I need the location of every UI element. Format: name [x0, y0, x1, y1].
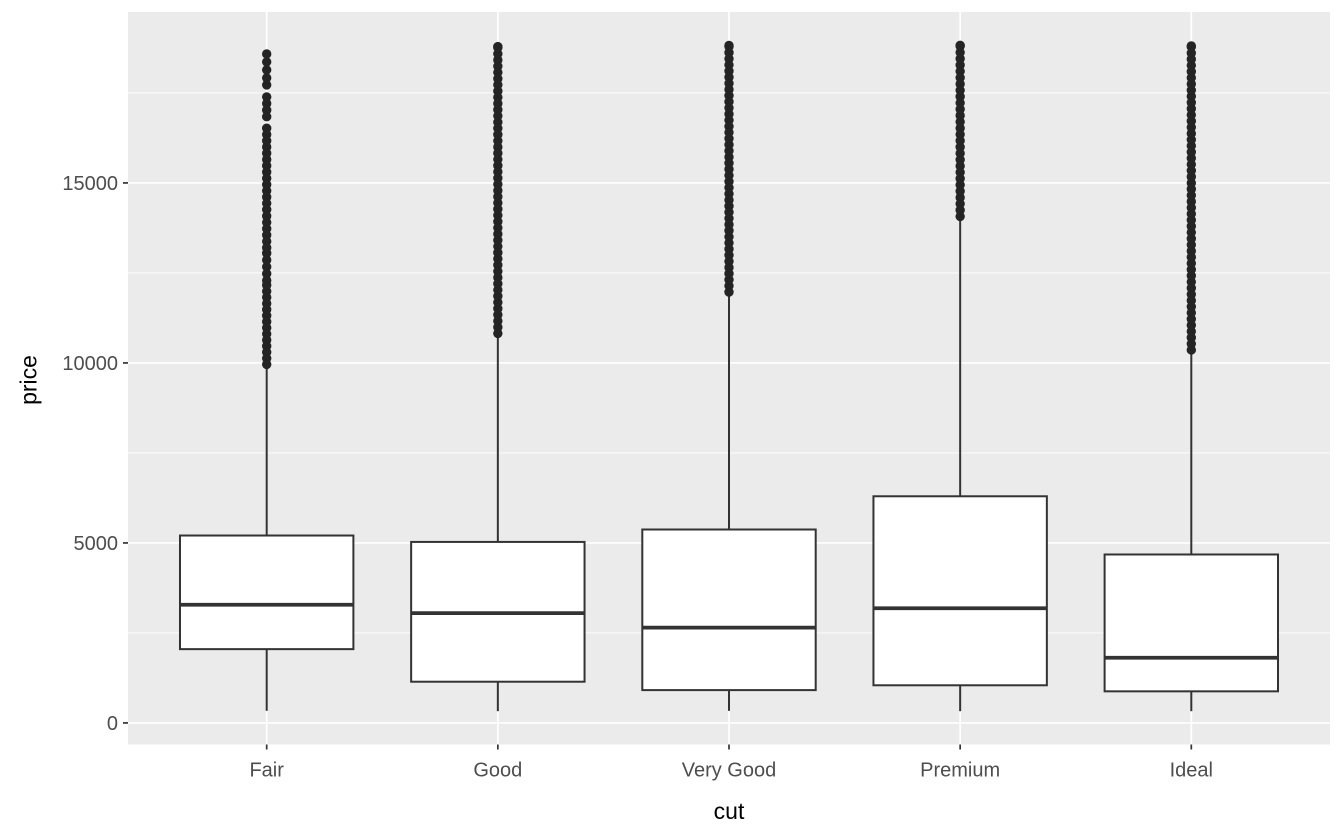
x-tick-label: Very Good — [682, 760, 777, 782]
box — [641, 528, 817, 692]
outlier-dot — [261, 80, 272, 90]
outlier-dot — [261, 275, 272, 286]
y-tick-label: 15000 — [62, 173, 118, 195]
outlier-dot — [261, 255, 272, 265]
outlier-dot — [261, 243, 272, 253]
outlier-dot — [493, 328, 503, 339]
outlier-dot — [724, 287, 734, 297]
outlier-dot — [261, 65, 272, 75]
outlier-dot — [261, 92, 272, 102]
outlier-dot — [261, 57, 272, 67]
box — [1103, 553, 1280, 693]
outlier-dot — [955, 40, 965, 51]
y-axis-title: price — [15, 355, 42, 405]
outlier-dot — [1186, 41, 1197, 51]
x-axis-title: cut — [713, 798, 745, 824]
outlier-dot — [261, 73, 272, 83]
x-tick-label: Good — [473, 760, 522, 782]
outlier-dot — [261, 49, 272, 59]
box — [178, 534, 355, 651]
outlier-dot — [724, 40, 734, 51]
outlier-dot — [261, 105, 272, 115]
outlier-dot — [955, 211, 965, 222]
y-tick-label: 0 — [107, 713, 118, 735]
y-tick-label: 5000 — [74, 533, 119, 555]
outlier-dot — [261, 111, 272, 122]
x-tick-label: Fair — [249, 760, 284, 782]
outlier-dot — [261, 204, 272, 215]
outlier-dot — [261, 268, 272, 279]
outlier-dot — [261, 98, 272, 109]
outlier-dot — [261, 262, 272, 272]
outlier-dot — [1186, 345, 1197, 355]
box — [872, 495, 1048, 687]
x-tick-label: Ideal — [1170, 760, 1213, 782]
outlier-dot — [261, 359, 272, 370]
y-tick-label: 10000 — [62, 353, 118, 375]
outlier-dot — [493, 41, 503, 52]
x-tick-label: Premium — [920, 760, 1000, 782]
